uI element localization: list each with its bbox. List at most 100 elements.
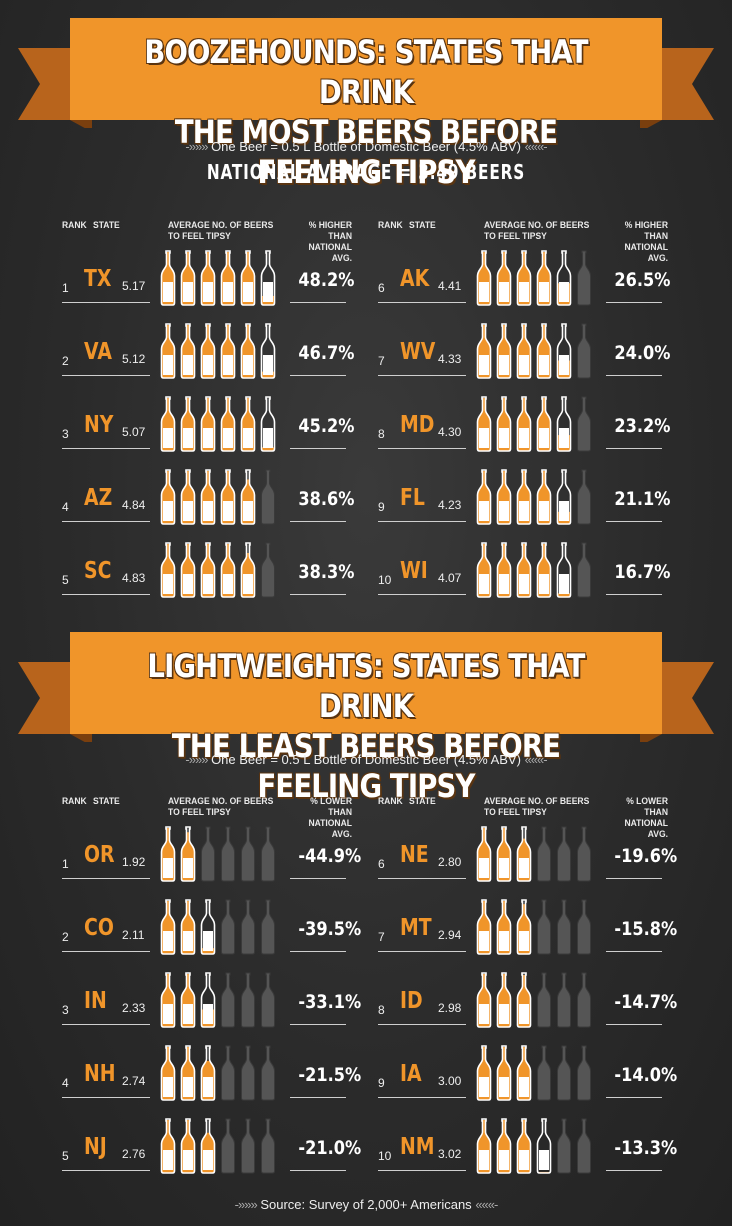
- beer-bottle-icon: [476, 469, 492, 530]
- ribbon-shape: [18, 18, 714, 128]
- beer-bottle-icon: [496, 323, 512, 384]
- percent-underline: [606, 302, 662, 303]
- header-average-beers-line: AVERAGE NO. OF BEERS: [484, 220, 590, 231]
- table-row: 8 MD 4.30 23.2%: [378, 396, 678, 460]
- beer-bottle-icon: [496, 542, 512, 603]
- beer-bottle-icon: [556, 323, 572, 384]
- percent-value: 16.7%: [614, 561, 671, 583]
- percent-value: 46.7%: [298, 342, 355, 364]
- empty-bottle-icon: [260, 1045, 276, 1106]
- table-row: 2 VA 5.12 46.7%: [62, 323, 362, 387]
- header-average-beers: AVERAGE NO. OF BEERS TO FEEL TIPSY: [484, 796, 589, 818]
- rank-value: 2: [62, 930, 69, 944]
- beers-value: 2.76: [122, 1147, 146, 1161]
- state-code: MT: [400, 915, 432, 941]
- rank-value: 10: [378, 1149, 392, 1163]
- bottle-group: [476, 542, 594, 598]
- table-row: 6 NE 2.80 -19.6%: [378, 826, 678, 890]
- beer-bottle-icon: [536, 250, 552, 311]
- percent-value: 38.3%: [298, 561, 355, 583]
- percent-value: -44.9%: [298, 845, 362, 867]
- percent-underline: [290, 448, 346, 449]
- empty-bottle-icon: [260, 826, 276, 887]
- header-percent: % LOWER THAN NATIONAL AVG.: [294, 796, 352, 840]
- row-underline: [378, 951, 466, 952]
- row-underline: [62, 1097, 150, 1098]
- header-state-line: STATE: [409, 220, 436, 231]
- bottle-group: [160, 250, 278, 306]
- beer-bottle-icon: [516, 542, 532, 603]
- percent-value: 45.2%: [298, 415, 355, 437]
- empty-bottle-icon: [536, 1045, 552, 1106]
- beer-bottle-icon: [220, 323, 236, 384]
- header-state: STATE: [409, 220, 436, 231]
- bottle-group: [476, 396, 594, 452]
- state-code: VA: [84, 339, 112, 365]
- beers-value: 1.92: [122, 855, 146, 869]
- beer-bottle-icon: [260, 396, 276, 457]
- rank-value: 5: [62, 573, 69, 587]
- percent-underline: [290, 1170, 346, 1171]
- percent-underline: [606, 448, 662, 449]
- beer-bottle-icon: [516, 899, 532, 960]
- empty-bottle-icon: [576, 1118, 592, 1179]
- beers-value: 3.00: [438, 1074, 462, 1088]
- header-state-line: STATE: [93, 220, 120, 231]
- row-underline: [378, 1024, 466, 1025]
- header-rank: RANK: [378, 220, 403, 231]
- beer-bottle-icon: [180, 972, 196, 1033]
- beer-bottle-icon: [160, 972, 176, 1033]
- bottle-group: [476, 323, 594, 379]
- bottle-group: [160, 542, 278, 598]
- beer-bottle-icon: [200, 469, 216, 530]
- beer-bottle-icon: [160, 1045, 176, 1106]
- beer-bottle-icon: [260, 250, 276, 311]
- empty-bottle-icon: [260, 972, 276, 1033]
- rank-value: 6: [378, 281, 385, 295]
- beer-bottle-icon: [556, 396, 572, 457]
- beer-bottle-icon: [160, 899, 176, 960]
- state-code: NJ: [84, 1134, 107, 1160]
- beers-value: 4.23: [438, 498, 462, 512]
- empty-bottle-icon: [556, 899, 572, 960]
- beer-bottle-icon: [160, 1118, 176, 1179]
- beer-bottle-icon: [496, 469, 512, 530]
- beer-bottle-icon: [180, 1118, 196, 1179]
- beer-bottle-icon: [516, 826, 532, 887]
- row-underline: [62, 521, 150, 522]
- beers-value: 4.30: [438, 425, 462, 439]
- beers-value: 2.94: [438, 928, 462, 942]
- table-row: 4 NH 2.74 -21.5%: [62, 1045, 362, 1109]
- row-underline: [62, 375, 150, 376]
- header-rank-line: RANK: [62, 796, 87, 807]
- percent-value: -15.8%: [614, 918, 678, 940]
- percent-underline: [290, 1097, 346, 1098]
- rank-value: 5: [62, 1149, 69, 1163]
- empty-bottle-icon: [220, 899, 236, 960]
- table-row: 9 FL 4.23 21.1%: [378, 469, 678, 533]
- beer-bottle-icon: [200, 1045, 216, 1106]
- table-row: 4 AZ 4.84 38.6%: [62, 469, 362, 533]
- header-average-beers-line: TO FEEL TIPSY: [168, 231, 231, 242]
- empty-bottle-icon: [576, 323, 592, 384]
- state-code: NM: [400, 1134, 435, 1160]
- beer-bottle-icon: [220, 542, 236, 603]
- beer-bottle-icon: [496, 396, 512, 457]
- state-code: NE: [400, 842, 429, 868]
- header-percent: % LOWER THAN NATIONAL AVG.: [610, 796, 668, 840]
- table-row: 5 SC 4.83 38.3%: [62, 542, 362, 606]
- percent-underline: [606, 521, 662, 522]
- percent-value: 38.6%: [298, 488, 355, 510]
- beer-bottle-icon: [240, 323, 256, 384]
- beers-value: 4.41: [438, 279, 462, 293]
- beer-bottle-icon: [556, 250, 572, 311]
- beer-bottle-icon: [180, 250, 196, 311]
- bottle-group: [476, 826, 594, 882]
- header-rank-line: RANK: [378, 796, 403, 807]
- empty-bottle-icon: [240, 1118, 256, 1179]
- beer-bottle-icon: [240, 542, 256, 603]
- beer-bottle-icon: [476, 972, 492, 1033]
- beer-bottle-icon: [200, 972, 216, 1033]
- empty-bottle-icon: [556, 1045, 572, 1106]
- percent-underline: [606, 1024, 662, 1025]
